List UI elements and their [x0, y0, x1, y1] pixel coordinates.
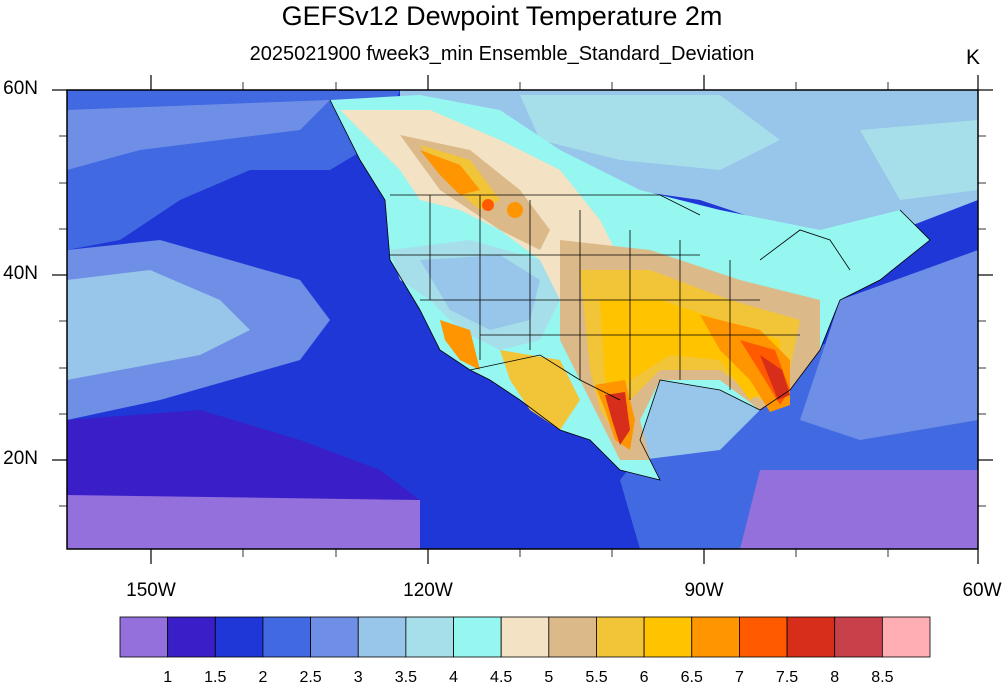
- colorbar-label-12: 7: [735, 669, 744, 683]
- lon-label-120w: 120W: [403, 580, 453, 601]
- colorbar-label-13: 7.5: [776, 669, 798, 683]
- colorbar-swatch-13: [739, 616, 788, 658]
- lat-label-20n: 20N: [3, 448, 38, 469]
- colorbar-label-14: 8: [830, 669, 839, 683]
- atlantic-band-2: [800, 250, 978, 440]
- lat-label-60n: 60N: [3, 78, 38, 99]
- atlantic-south-purple: [740, 470, 978, 549]
- colorbar-swatch-8: [500, 616, 550, 658]
- units-label: K: [966, 46, 981, 69]
- pacific-band-2: [67, 100, 330, 170]
- colorbar-label-9: 5.5: [585, 669, 607, 683]
- colorbar-swatch-14: [786, 616, 836, 658]
- pacific-band-4: [67, 270, 250, 380]
- colorbar-label-5: 3.5: [395, 669, 417, 683]
- canada-band-2: [520, 95, 780, 170]
- contour-field: [67, 90, 978, 549]
- texas-band-2: [605, 392, 630, 445]
- colorbar-label-11: 6.5: [681, 669, 703, 683]
- colorbar-swatch-9: [548, 616, 597, 658]
- warm-spot-1: [507, 202, 523, 218]
- colorbar-label-15: 8.5: [871, 669, 893, 683]
- colorbar-label-7: 4.5: [490, 669, 512, 683]
- lat-label-40n: 40N: [3, 263, 38, 284]
- colorbar-label-4: 3: [354, 669, 363, 683]
- colorbar-swatch-7: [453, 616, 502, 658]
- colorbar: 1 1.5 2 2.5 3 3.5 4 4.5 5 5.5 6 6.5 7 7.5 8 8.5: [119, 616, 931, 683]
- us-mexico-border: [469, 354, 621, 401]
- colorbar-swatch-6: [405, 616, 454, 658]
- canada-band-3: [860, 120, 978, 200]
- coastline: [329, 99, 931, 481]
- lon-label-150w: 150W: [126, 580, 176, 601]
- colorbar-label-10: 6: [640, 669, 649, 683]
- major-ticks: [52, 75, 993, 564]
- mexico-warm: [500, 350, 580, 430]
- great-lakes: [759, 229, 851, 271]
- colorbar-label-0: 1: [163, 669, 172, 683]
- plot-title: GEFSv12 Dewpoint Temperature 2m: [281, 1, 723, 31]
- colorbar-swatch-15: [834, 616, 883, 658]
- colorbar-label-8: 5: [544, 669, 553, 683]
- colorbar-swatch-11: [643, 616, 693, 658]
- colorbar-swatch-12: [691, 616, 740, 658]
- colorbar-swatch-3: [262, 616, 311, 658]
- colorbar-label-6: 4: [449, 669, 458, 683]
- california-warm: [440, 320, 480, 370]
- map-frame: [66, 89, 979, 550]
- warm-spot-2: [482, 199, 494, 211]
- warm-band-10: [760, 355, 790, 400]
- minor-ticks: [59, 82, 986, 557]
- colorbar-swatch-2: [214, 616, 264, 658]
- lon-label-90w: 90W: [684, 580, 724, 601]
- colorbar-swatch-16: [881, 616, 931, 658]
- pacific-south-purple: [67, 495, 420, 549]
- warm-band-8: [700, 315, 790, 412]
- colorbar-swatch-1: [167, 616, 216, 658]
- state-lines-horizontal: [390, 254, 800, 336]
- colorbar-swatch-0: [119, 616, 169, 658]
- colorbar-swatch-4: [310, 616, 359, 658]
- boundary-lines: [329, 99, 931, 481]
- colorbar-swatch-5: [357, 616, 407, 658]
- plot-subtitle: 2025021900 fweek3_min Ensemble_Standard_…: [249, 43, 755, 65]
- colorbar-label-2: 2: [258, 669, 267, 683]
- colorbar-label-1: 1.5: [204, 669, 226, 683]
- lon-label-60w: 60W: [962, 580, 1002, 601]
- colorbar-label-3: 2.5: [299, 669, 321, 683]
- warm-band-4: [420, 150, 480, 195]
- colorbar-swatch-10: [596, 616, 645, 658]
- state-lines-vertical: [429, 195, 731, 400]
